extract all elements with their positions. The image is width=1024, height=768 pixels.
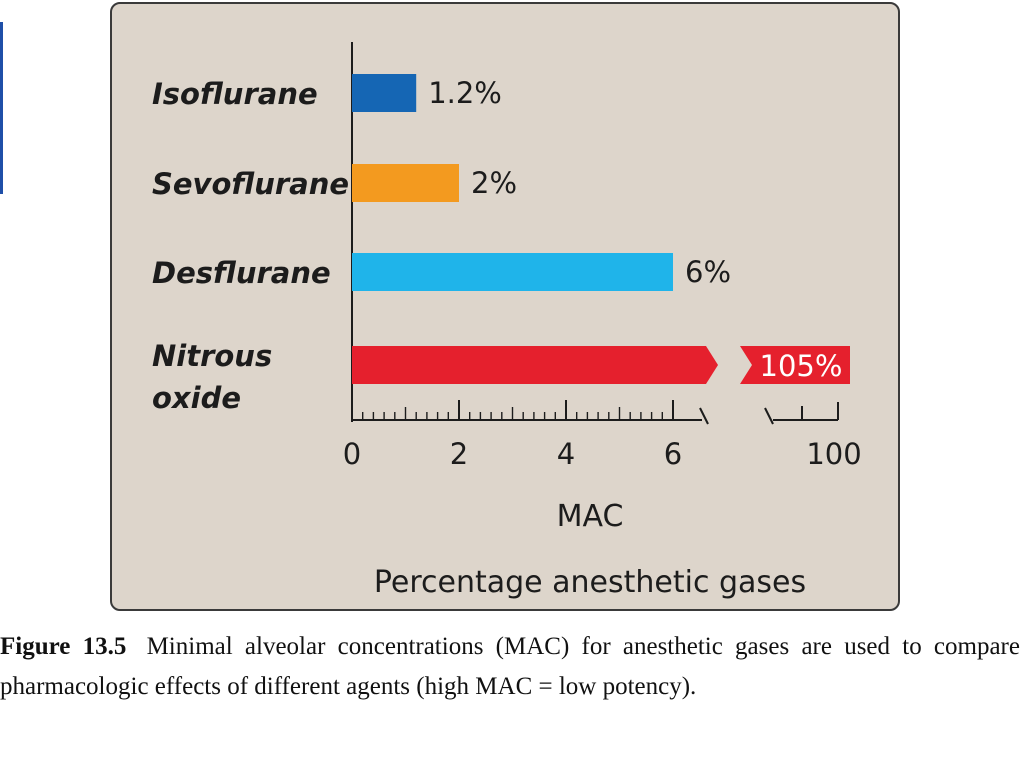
bar-desflurane <box>352 253 673 291</box>
category-label-isoflurane: Isoflurane <box>152 77 318 111</box>
category-label-nitrous: Nitrous <box>152 339 272 373</box>
left-accent-bar <box>0 22 3 194</box>
bar-nitrous-oxide <box>352 346 718 384</box>
x-tick-label: 0 <box>343 437 361 471</box>
x-tick-label: 4 <box>557 437 575 471</box>
value-label-sevoflurane: 2% <box>471 166 517 200</box>
x-tick-label: 100 <box>806 437 861 471</box>
chart-subtitle: Percentage anesthetic gases <box>374 565 806 600</box>
value-label-desflurane: 6% <box>685 255 731 289</box>
category-label-desflurane: Desflurane <box>152 256 331 290</box>
category-label-oxide: oxide <box>152 381 241 415</box>
axis-break-mark <box>699 407 709 425</box>
value-label-isoflurane: 1.2% <box>428 76 502 110</box>
x-axis-title: MAC <box>557 499 624 534</box>
x-tick-label: 2 <box>450 437 468 471</box>
bar-nitrous-oxide-continued <box>740 346 850 384</box>
figure-panel <box>110 2 900 611</box>
figure-label: Figure 13.5 <box>0 633 127 660</box>
value-label-nitrous-oxide: 105% <box>760 349 843 383</box>
figure-caption: Figure 13.5 Minimal alveolar concentrati… <box>0 627 1020 707</box>
bar-sevoflurane <box>352 164 459 202</box>
x-tick-label: 6 <box>664 437 682 471</box>
mac-bar-chart: 1.2% 2% 6% 105% Isoflurane Sevoflurane Desflur… <box>152 42 862 600</box>
axis-break-mark-far <box>764 407 774 425</box>
figure-caption-text: Minimal alveolar concentrations (MAC) fo… <box>0 633 1020 700</box>
bar-isoflurane <box>352 74 417 112</box>
category-label-sevoflurane: Sevoflurane <box>152 167 349 201</box>
